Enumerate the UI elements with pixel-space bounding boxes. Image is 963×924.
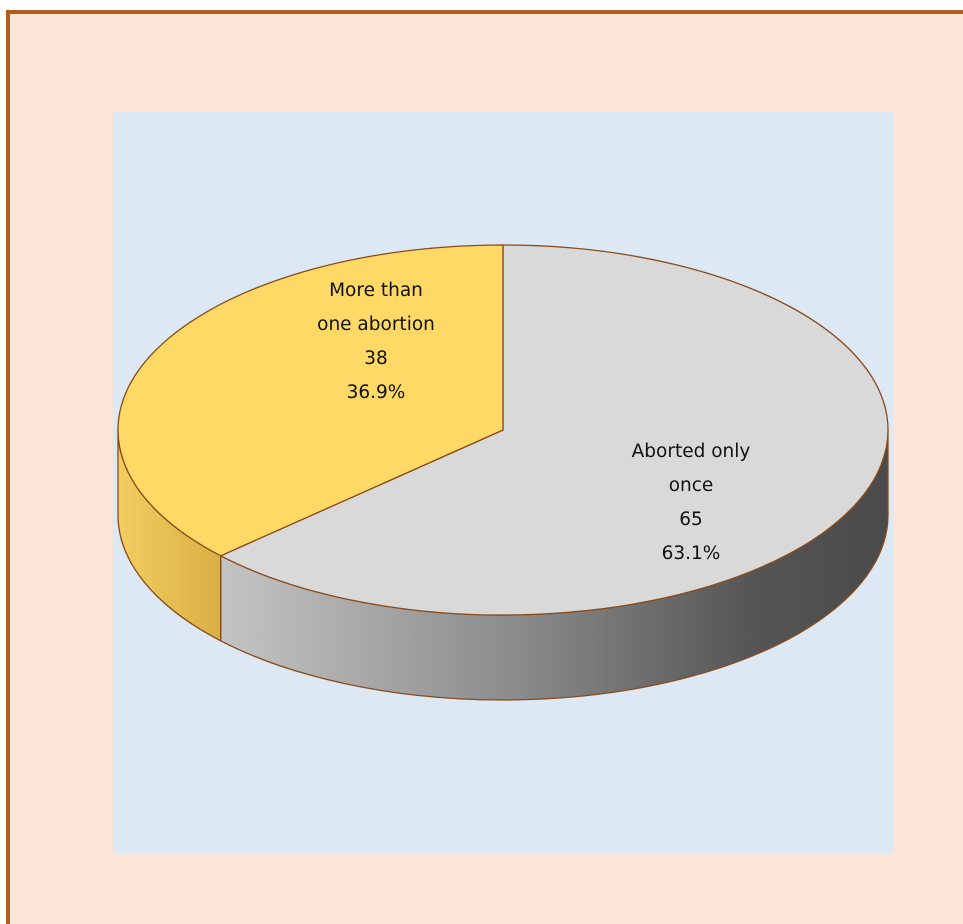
data-label-line: More than xyxy=(329,280,423,301)
data-label-line: 36.9% xyxy=(347,382,406,403)
chart-frame: Aborted only once 65 63.1% More than one abor… xyxy=(6,10,963,924)
data-label-line: 63.1% xyxy=(662,543,721,564)
data-label-more-than-one: More than one abortion 38 36.9% xyxy=(317,280,435,403)
slice-top-more-than-one xyxy=(117,244,504,557)
data-label-aborted-once: Aborted only once 65 63.1% xyxy=(632,441,751,564)
data-label-line: once xyxy=(669,475,714,496)
data-label-line: one abortion xyxy=(317,314,435,335)
data-label-line: 38 xyxy=(364,348,388,369)
data-label-line: 65 xyxy=(679,509,703,530)
data-label-line: Aborted only xyxy=(632,441,751,462)
pie-group: Aborted only once 65 63.1% More than one abor… xyxy=(117,244,889,701)
slice-top-aborted-once xyxy=(220,244,889,616)
plot-area: Aborted only once 65 63.1% More than one abor… xyxy=(113,112,893,854)
pie-chart: Aborted only once 65 63.1% More than one abor… xyxy=(117,244,889,701)
